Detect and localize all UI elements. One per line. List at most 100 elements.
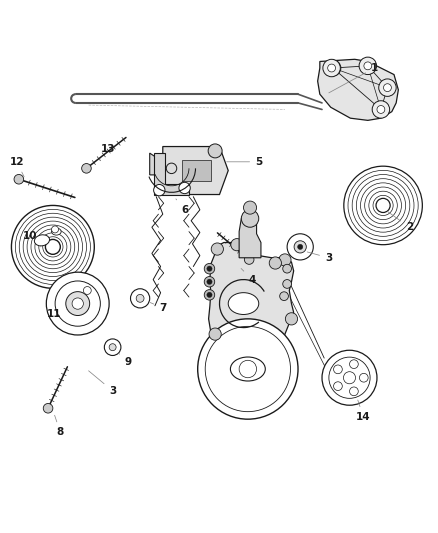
Text: 10: 10 — [22, 231, 41, 247]
Circle shape — [377, 106, 384, 113]
Circle shape — [166, 163, 177, 174]
Circle shape — [359, 374, 367, 382]
Ellipse shape — [228, 293, 258, 314]
Polygon shape — [182, 159, 210, 181]
Circle shape — [197, 319, 297, 419]
Text: 8: 8 — [54, 415, 64, 437]
Text: 2: 2 — [387, 212, 412, 232]
Circle shape — [35, 229, 71, 265]
Text: 9: 9 — [119, 353, 131, 367]
Text: 1: 1 — [328, 63, 377, 93]
Circle shape — [179, 182, 190, 193]
Polygon shape — [162, 147, 228, 195]
Polygon shape — [239, 212, 260, 258]
Circle shape — [27, 221, 78, 273]
Circle shape — [376, 199, 388, 211]
Circle shape — [204, 277, 214, 287]
Circle shape — [293, 241, 306, 253]
Circle shape — [55, 281, 100, 326]
Circle shape — [349, 387, 357, 395]
Circle shape — [130, 289, 149, 308]
Circle shape — [327, 64, 335, 72]
Circle shape — [364, 62, 371, 69]
Circle shape — [43, 403, 53, 413]
Circle shape — [286, 234, 313, 260]
Circle shape — [349, 360, 357, 368]
Polygon shape — [154, 153, 188, 195]
Circle shape — [376, 106, 384, 114]
Circle shape — [239, 360, 256, 378]
Circle shape — [324, 60, 340, 76]
Circle shape — [359, 58, 375, 74]
Circle shape — [211, 243, 223, 255]
Circle shape — [360, 183, 405, 228]
Circle shape — [109, 344, 116, 351]
Circle shape — [39, 233, 67, 261]
Circle shape — [333, 365, 342, 374]
Circle shape — [343, 372, 355, 384]
Circle shape — [347, 171, 417, 240]
Text: 5: 5 — [226, 157, 262, 167]
Circle shape — [279, 292, 288, 301]
Circle shape — [322, 59, 339, 77]
Circle shape — [19, 213, 86, 280]
Circle shape — [358, 57, 376, 75]
Circle shape — [244, 255, 254, 264]
Circle shape — [51, 226, 58, 233]
Circle shape — [379, 80, 394, 95]
Circle shape — [356, 179, 409, 232]
Circle shape — [282, 280, 291, 288]
Circle shape — [343, 166, 421, 245]
Circle shape — [375, 198, 389, 213]
Text: 6: 6 — [176, 199, 188, 215]
Circle shape — [351, 174, 413, 236]
Circle shape — [153, 184, 165, 196]
Circle shape — [328, 64, 336, 71]
Circle shape — [208, 328, 221, 340]
Circle shape — [104, 339, 120, 356]
Circle shape — [372, 102, 388, 117]
Circle shape — [31, 225, 74, 269]
Circle shape — [333, 382, 342, 391]
Text: 4: 4 — [240, 269, 255, 285]
Circle shape — [371, 101, 389, 118]
Circle shape — [15, 209, 90, 285]
Circle shape — [206, 279, 212, 285]
Circle shape — [206, 266, 212, 271]
Circle shape — [14, 174, 24, 184]
Circle shape — [204, 263, 214, 274]
Circle shape — [241, 210, 258, 227]
Circle shape — [297, 244, 302, 249]
Circle shape — [378, 79, 395, 96]
Circle shape — [282, 264, 291, 273]
Circle shape — [383, 84, 391, 92]
Text: 3: 3 — [88, 371, 116, 396]
Polygon shape — [208, 243, 293, 352]
Circle shape — [81, 164, 91, 173]
Circle shape — [23, 217, 82, 277]
Circle shape — [136, 294, 144, 302]
Circle shape — [66, 292, 89, 316]
Circle shape — [364, 187, 401, 224]
Circle shape — [205, 326, 290, 411]
Text: 11: 11 — [46, 309, 66, 319]
Circle shape — [363, 62, 371, 70]
Circle shape — [42, 237, 63, 257]
Circle shape — [383, 84, 390, 91]
Circle shape — [83, 287, 91, 294]
Polygon shape — [317, 59, 397, 120]
Circle shape — [321, 350, 376, 405]
Text: 3: 3 — [307, 252, 332, 263]
Ellipse shape — [51, 228, 61, 235]
Circle shape — [72, 298, 83, 309]
Polygon shape — [149, 153, 162, 175]
Circle shape — [208, 144, 222, 158]
Circle shape — [46, 241, 59, 253]
Ellipse shape — [34, 235, 49, 246]
Ellipse shape — [230, 357, 265, 381]
Circle shape — [372, 196, 392, 215]
Circle shape — [45, 239, 60, 254]
Circle shape — [206, 292, 212, 297]
Circle shape — [46, 272, 109, 335]
Circle shape — [11, 205, 94, 288]
